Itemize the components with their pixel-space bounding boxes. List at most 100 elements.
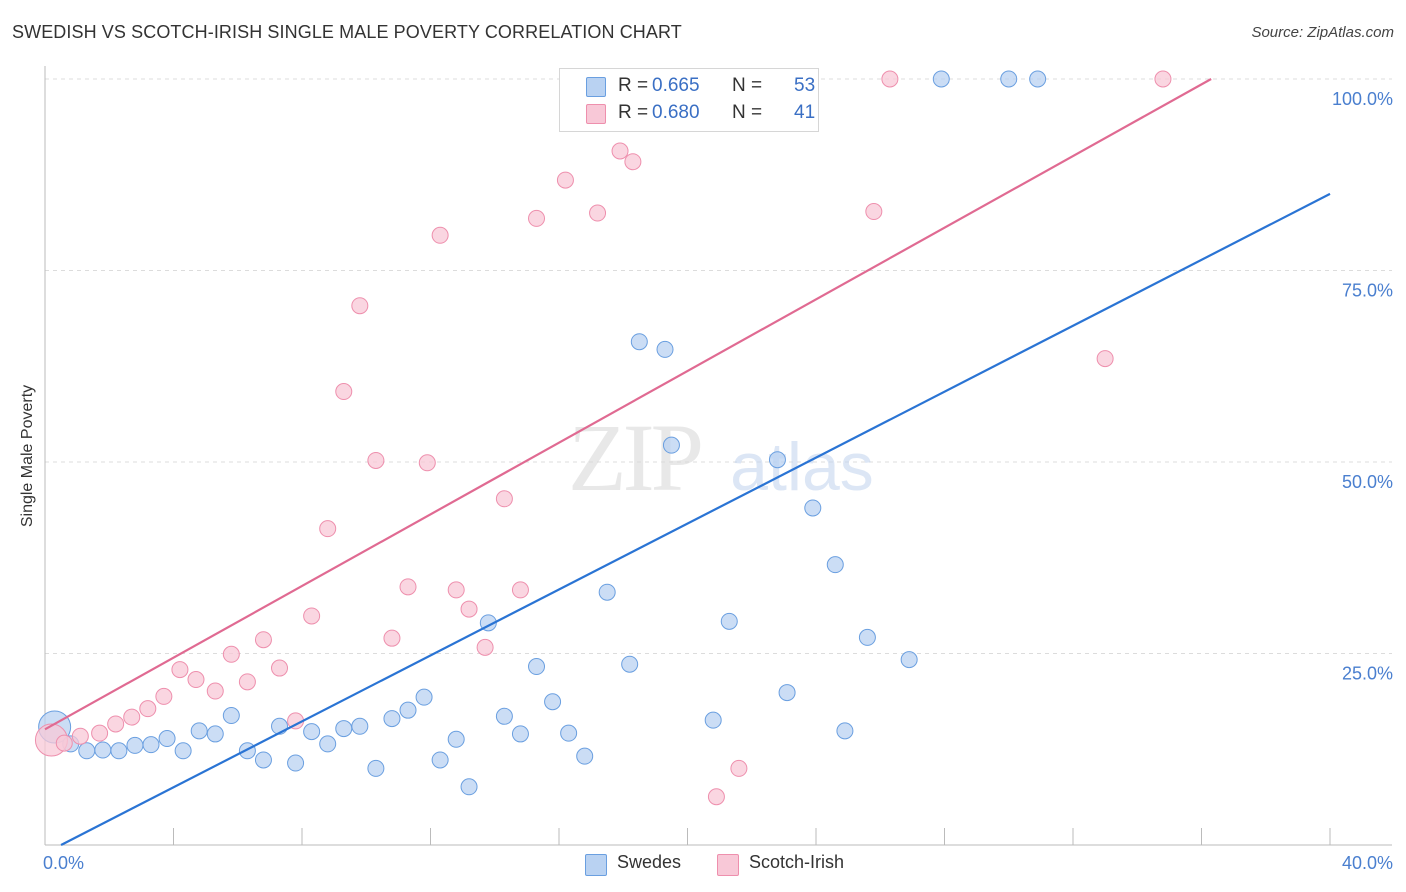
point-scotch-irish <box>123 708 141 726</box>
point-scotch-irish <box>624 153 642 171</box>
axes <box>44 66 1392 846</box>
point-swedes <box>206 725 224 743</box>
point-swedes <box>110 742 128 760</box>
point-swedes <box>351 717 369 735</box>
chart-source: Source: ZipAtlas.com <box>1251 24 1394 41</box>
point-swedes <box>142 736 160 754</box>
point-swedes <box>1029 70 1047 88</box>
point-swedes <box>303 723 321 741</box>
point-scotch-irish <box>460 600 478 618</box>
point-scotch-irish <box>1154 70 1172 88</box>
point-scotch-irish <box>91 724 109 742</box>
point-swedes <box>254 751 272 769</box>
legend-n-label: N = <box>732 75 763 96</box>
point-scotch-irish <box>730 759 748 777</box>
point-swedes <box>528 658 546 676</box>
point-scotch-irish <box>139 700 157 718</box>
bottom-legend-swatch-swedes <box>585 854 607 876</box>
point-swedes <box>335 720 353 738</box>
point-swedes <box>836 722 854 740</box>
point-scotch-irish <box>55 734 73 752</box>
point-scotch-irish <box>1096 350 1114 368</box>
point-scotch-irish <box>303 607 321 625</box>
y-tick-label: 75.0% <box>1342 281 1393 301</box>
point-scotch-irish <box>107 715 125 733</box>
legend-r-value-swedes: 0.665 <box>652 75 700 96</box>
y-tick-label: 25.0% <box>1342 664 1393 684</box>
point-scotch-irish <box>511 581 529 599</box>
point-swedes <box>544 693 562 711</box>
correlation-legend: R = 0.665 N = 53 R = 0.680 N = 41 <box>559 68 819 132</box>
point-swedes <box>804 499 822 517</box>
watermark: ZIP atlas <box>568 404 874 511</box>
bottom-legend-label-swedes: Swedes <box>617 852 682 872</box>
point-swedes <box>431 751 449 769</box>
point-swedes <box>238 742 256 760</box>
point-swedes <box>126 736 144 754</box>
point-swedes <box>656 340 674 358</box>
point-swedes <box>630 333 648 351</box>
watermark-atlas: atlas <box>730 429 874 505</box>
point-swedes <box>174 742 192 760</box>
point-swedes <box>576 747 594 765</box>
point-swedes <box>78 742 96 760</box>
y-tick-label: 100.0% <box>1332 89 1393 109</box>
point-scotch-irish <box>556 171 574 189</box>
point-swedes <box>367 759 385 777</box>
point-scotch-irish <box>399 578 417 596</box>
x-tick-label: 40.0% <box>1342 853 1393 873</box>
data-points <box>34 70 1172 806</box>
point-swedes <box>560 724 578 742</box>
point-swedes <box>826 556 844 574</box>
point-swedes <box>662 436 680 454</box>
point-scotch-irish <box>865 203 883 221</box>
legend-n-label: N = <box>732 102 763 123</box>
point-scotch-irish <box>187 671 205 689</box>
point-swedes <box>399 701 417 719</box>
point-swedes <box>158 730 176 748</box>
point-swedes <box>598 583 616 601</box>
y-tick-label: 50.0% <box>1342 472 1393 492</box>
point-scotch-irish <box>367 451 385 469</box>
point-scotch-irish <box>222 645 240 663</box>
tick-labels: 25.0% 50.0% 75.0% 100.0% 0.0% 40.0% <box>43 89 1393 873</box>
legend-swatch-scotch-irish <box>586 104 606 124</box>
point-scotch-irish <box>881 70 899 88</box>
point-scotch-irish <box>431 226 449 244</box>
point-swedes <box>447 730 465 748</box>
point-swedes <box>495 707 513 725</box>
point-swedes <box>511 725 529 743</box>
point-swedes <box>932 70 950 88</box>
legend-r-label: R = <box>618 102 649 123</box>
legend-swatch-swedes <box>586 77 606 97</box>
point-scotch-irish <box>319 520 337 538</box>
point-scotch-irish <box>418 454 436 472</box>
point-scotch-irish <box>335 383 353 401</box>
point-swedes <box>383 710 401 728</box>
legend-n-value-scotch-irish: 41 <box>794 102 816 123</box>
x-tick-label: 0.0% <box>43 853 84 873</box>
point-swedes <box>319 735 337 753</box>
point-swedes <box>287 754 305 772</box>
point-swedes <box>778 684 796 702</box>
point-scotch-irish <box>528 209 546 227</box>
point-scotch-irish <box>476 638 494 656</box>
watermark-zip: ZIP <box>568 404 701 511</box>
point-swedes <box>704 711 722 729</box>
point-scotch-irish <box>206 682 224 700</box>
bottom-legend-swatch-scotch-irish <box>717 854 739 876</box>
point-swedes <box>94 741 112 759</box>
point-scotch-irish <box>495 490 513 508</box>
point-scotch-irish <box>707 788 725 806</box>
point-scotch-irish <box>383 629 401 647</box>
point-scotch-irish <box>171 661 189 679</box>
trend-lines <box>44 78 1331 846</box>
point-swedes <box>720 612 738 630</box>
chart-title: SWEDISH VS SCOTCH-IRISH SINGLE MALE POVE… <box>12 22 682 42</box>
point-scotch-irish <box>71 727 89 745</box>
legend-r-value-scotch-irish: 0.680 <box>652 102 700 123</box>
point-scotch-irish <box>589 204 607 222</box>
point-swedes <box>1000 70 1018 88</box>
point-swedes <box>415 688 433 706</box>
